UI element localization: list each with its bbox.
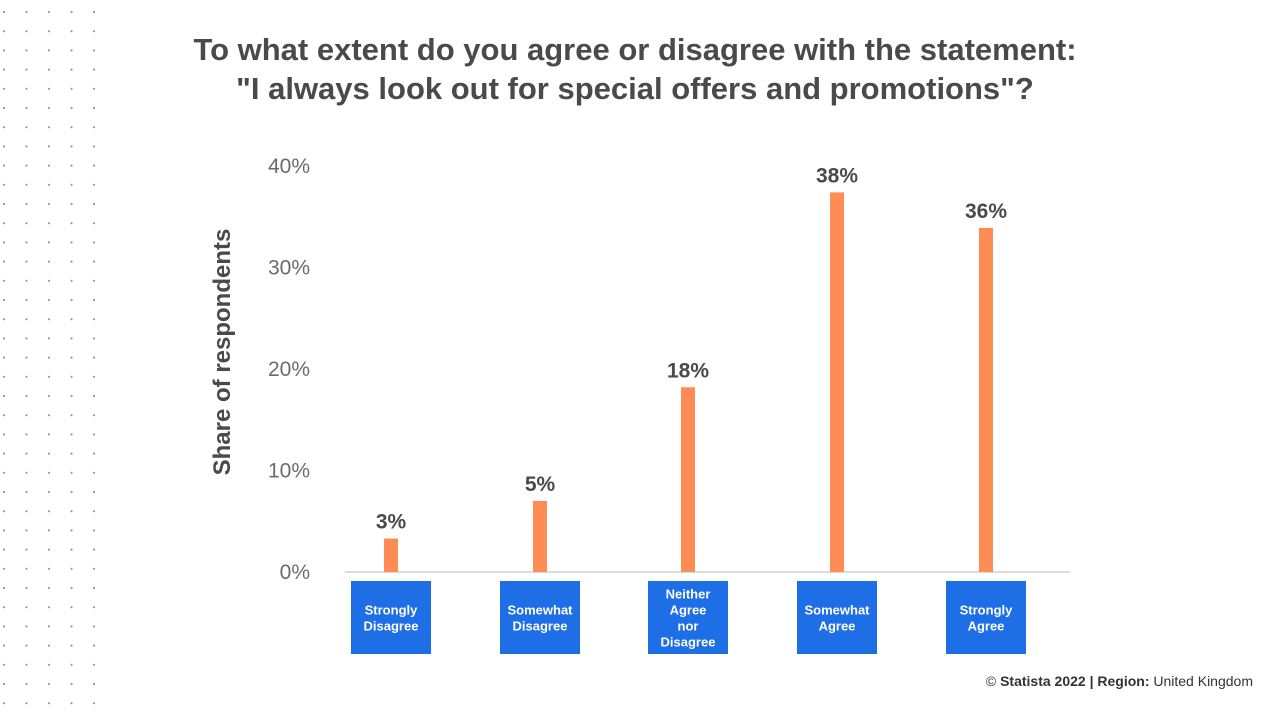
chart-title: To what extent do you agree or disagree … [110, 30, 1160, 108]
chart-title-line-2: "I always look out for special offers an… [236, 71, 1034, 106]
y-tick-label: 0% [280, 561, 310, 584]
source-text: Statista 2022 | Region: [1000, 673, 1150, 689]
category-box [946, 581, 1026, 654]
y-axis-title: Share of respondents [209, 229, 236, 476]
bar [384, 538, 398, 572]
source-footer: © Statista 2022 | Region: United Kingdom [986, 673, 1253, 689]
data-label: 38% [816, 164, 858, 187]
bar [533, 500, 547, 572]
y-tick-label: 10% [268, 460, 310, 483]
category-label: Somewhat Agree [804, 603, 870, 634]
category-box [648, 581, 728, 654]
bar [830, 192, 844, 572]
region-text: United Kingdom [1153, 673, 1253, 689]
bar [979, 227, 993, 573]
data-label: 36% [965, 200, 1007, 223]
bar [681, 387, 695, 572]
category-label: Neither Agree nor Disagree [661, 587, 716, 650]
category-box [797, 581, 877, 654]
category-label: Strongly Agree [960, 603, 1013, 634]
chart-title-line-1: To what extent do you agree or disagree … [193, 32, 1077, 67]
copyright-icon: © [985, 673, 997, 689]
data-label: 5% [525, 473, 556, 496]
y-tick-label: 40% [268, 155, 310, 178]
decorative-dot-grid [2, 10, 96, 705]
data-label: 18% [667, 359, 709, 382]
data-label: 3% [376, 511, 407, 534]
y-tick-label: 30% [268, 257, 310, 280]
y-tick-label: 20% [268, 358, 310, 381]
category-box [351, 581, 431, 654]
category-label: Somewhat Disagree [507, 603, 573, 634]
category-box [500, 581, 580, 654]
category-label: Strongly Disagree [364, 603, 419, 634]
